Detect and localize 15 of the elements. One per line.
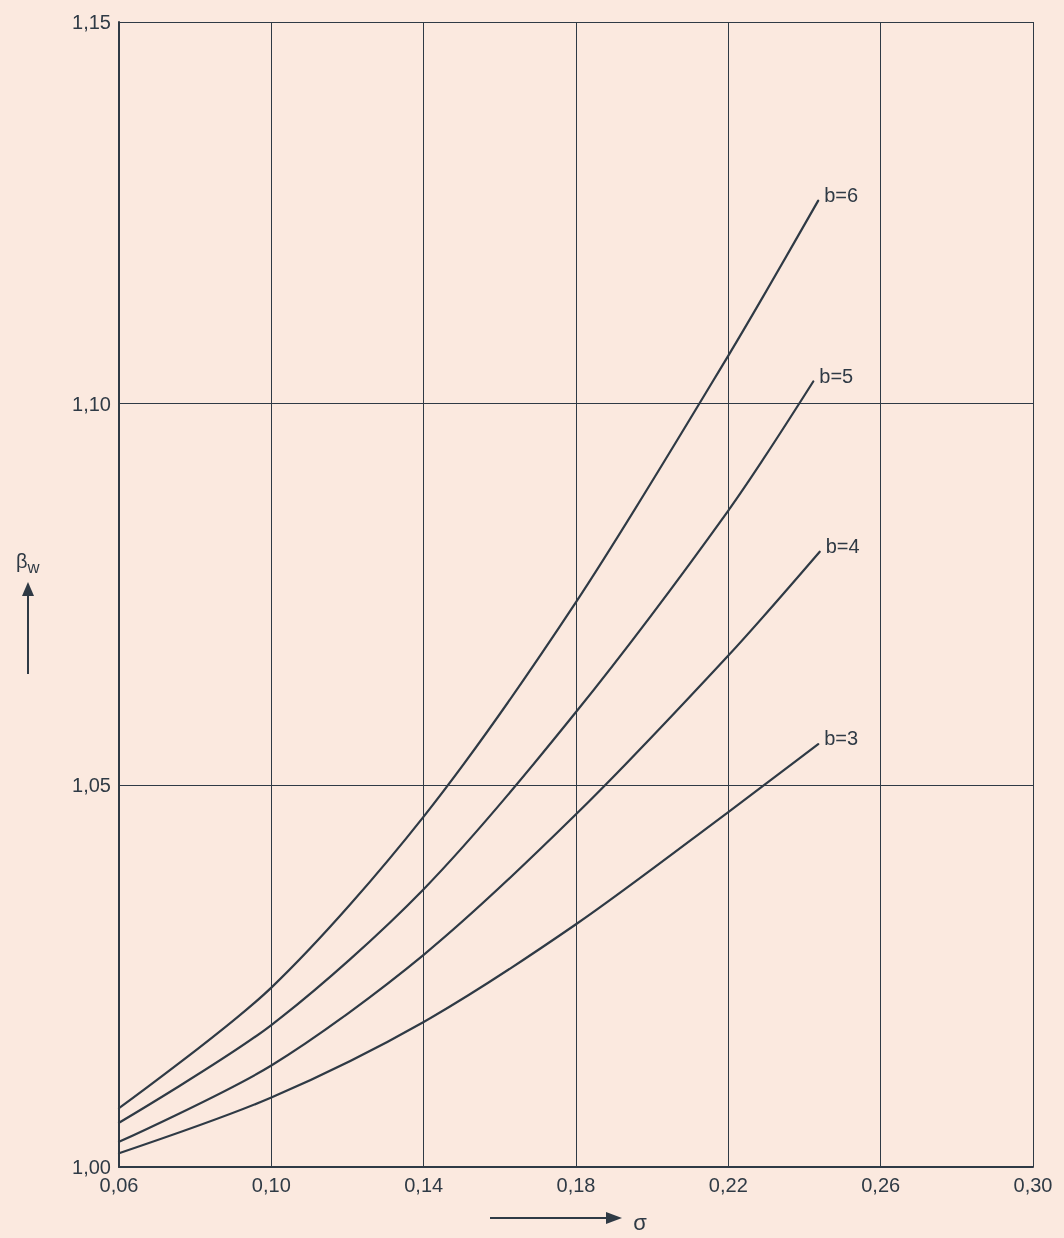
y-tick-label: 1,15 [72, 11, 111, 33]
x-tick-label: 0,26 [861, 1174, 901, 1196]
x-axis-title: σ [633, 1209, 648, 1235]
x-tick-label: 0,18 [556, 1174, 596, 1196]
series-label: b=6 [824, 183, 859, 206]
y-tick-label: 1,10 [72, 392, 111, 415]
x-tick-label: 0,22 [708, 1174, 748, 1196]
x-tick-label: 0,14 [404, 1174, 444, 1196]
y-tick-label: 1,05 [72, 774, 111, 797]
x-tick-label: 0,10 [251, 1174, 291, 1196]
y-axis-title: β$_{w}$ [16, 550, 40, 578]
series-label: b=4 [825, 534, 860, 557]
series-label: b=3 [824, 727, 859, 750]
x-tick-label: 0,30 [1013, 1174, 1053, 1196]
series-label: b=5 [819, 364, 854, 387]
